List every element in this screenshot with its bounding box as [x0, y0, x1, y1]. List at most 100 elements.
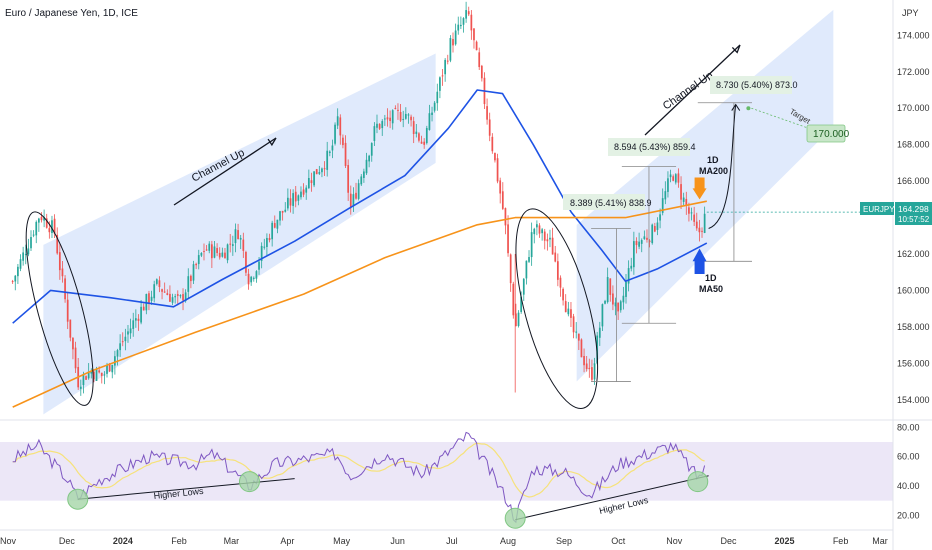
candle-body[interactable] [533, 228, 536, 235]
candle-body[interactable] [22, 252, 25, 261]
candle-body[interactable] [625, 281, 627, 297]
candle-body[interactable] [85, 376, 87, 380]
candle-body[interactable] [93, 371, 95, 380]
candle-body[interactable] [289, 198, 292, 206]
candle-body[interactable] [520, 296, 523, 312]
candle-body[interactable] [224, 252, 226, 259]
candle-body[interactable] [310, 180, 313, 184]
candle-body[interactable] [276, 219, 279, 229]
projection-curve[interactable] [708, 104, 737, 229]
ellipse-aug-2024[interactable] [499, 201, 614, 417]
candle-body[interactable] [648, 240, 651, 243]
candle-body[interactable] [619, 301, 622, 311]
candle-body[interactable] [551, 237, 554, 255]
channel-arrow-1[interactable] [173, 137, 277, 206]
candle-body[interactable] [297, 195, 300, 201]
candle-body[interactable] [543, 231, 546, 241]
candle-body[interactable] [14, 275, 17, 282]
candle-body[interactable] [342, 137, 344, 146]
candle-body[interactable] [425, 128, 428, 144]
candle-body[interactable] [155, 279, 158, 284]
candle-body[interactable] [391, 110, 394, 124]
candle-body[interactable] [234, 229, 237, 244]
candle-body[interactable] [661, 198, 664, 213]
candle-body[interactable] [604, 300, 606, 304]
candle-body[interactable] [674, 174, 677, 183]
candle-body[interactable] [646, 237, 648, 240]
ellipse-dec-2023[interactable] [13, 206, 107, 411]
candle-body[interactable] [339, 117, 342, 136]
candle-body[interactable] [703, 213, 706, 233]
candle-body[interactable] [124, 336, 127, 342]
candle-body[interactable] [30, 237, 32, 249]
candle-body[interactable] [577, 333, 580, 341]
candle-body[interactable] [108, 363, 111, 372]
candle-body[interactable] [614, 302, 617, 307]
candle-body[interactable] [127, 331, 129, 335]
candle-body[interactable] [677, 173, 680, 183]
candle-body[interactable] [266, 237, 268, 248]
candle-body[interactable] [187, 276, 190, 292]
target-box[interactable]: 170.000 [806, 124, 850, 143]
candle-body[interactable] [326, 150, 329, 170]
candle-body[interactable] [182, 294, 184, 301]
candle-body[interactable] [667, 178, 669, 192]
candle-body[interactable] [651, 224, 654, 244]
candle-body[interactable] [347, 165, 350, 193]
candle-body[interactable] [279, 211, 281, 221]
candle-body[interactable] [538, 225, 541, 234]
candle-body[interactable] [284, 209, 287, 212]
candle-body[interactable] [376, 123, 378, 128]
candle-body[interactable] [575, 331, 578, 333]
candle-body[interactable] [373, 126, 376, 141]
candle-body[interactable] [210, 244, 213, 259]
candle-body[interactable] [633, 241, 635, 268]
candle-body[interactable] [271, 222, 274, 240]
candle-body[interactable] [294, 191, 297, 202]
candle-body[interactable] [462, 18, 465, 25]
candle-body[interactable] [643, 236, 646, 240]
candle-body[interactable] [100, 372, 103, 376]
candle-body[interactable] [399, 111, 402, 121]
candle-body[interactable] [428, 113, 431, 130]
candle-body[interactable] [488, 119, 491, 136]
candle-body[interactable] [546, 239, 549, 242]
candle-body[interactable] [480, 65, 483, 79]
candle-body[interactable] [171, 297, 174, 303]
candle-body[interactable] [208, 243, 211, 251]
candle-body[interactable] [336, 116, 339, 126]
candle-body[interactable] [368, 155, 370, 162]
candle-body[interactable] [45, 218, 48, 228]
candle-body[interactable] [407, 114, 410, 116]
candle-body[interactable] [142, 306, 145, 311]
candle-body[interactable] [449, 38, 452, 61]
candle-body[interactable] [273, 223, 276, 228]
candle-body[interactable] [134, 318, 137, 321]
candle-body[interactable] [701, 230, 703, 232]
candle-body[interactable] [685, 198, 688, 206]
candle-body[interactable] [693, 214, 696, 222]
candle-body[interactable] [323, 168, 326, 170]
candle-body[interactable] [412, 121, 415, 135]
candle-body[interactable] [305, 187, 308, 193]
candle-body[interactable] [176, 294, 179, 296]
candle-body[interactable] [397, 109, 399, 111]
candle-body[interactable] [226, 244, 229, 261]
measure-box-2[interactable]: 8.594 (5.43%) 859.4 [608, 138, 696, 156]
candle-body[interactable] [161, 289, 163, 292]
candle-body[interactable] [281, 210, 284, 213]
candle-body[interactable] [116, 350, 119, 357]
candle-body[interactable] [328, 151, 331, 153]
candle-body[interactable] [203, 251, 205, 253]
measure-box-1[interactable]: 8.389 (5.41%) 838.9 [563, 194, 652, 210]
candle-body[interactable] [507, 224, 509, 254]
candle-body[interactable] [370, 143, 373, 156]
candle-body[interactable] [452, 38, 454, 46]
candle-body[interactable] [528, 257, 530, 262]
candle-body[interactable] [231, 244, 234, 246]
candle-body[interactable] [72, 337, 74, 350]
candle-body[interactable] [218, 252, 221, 258]
candle-body[interactable] [638, 241, 640, 247]
channel-arrow-2[interactable] [644, 44, 741, 136]
candle-body[interactable] [148, 293, 150, 303]
